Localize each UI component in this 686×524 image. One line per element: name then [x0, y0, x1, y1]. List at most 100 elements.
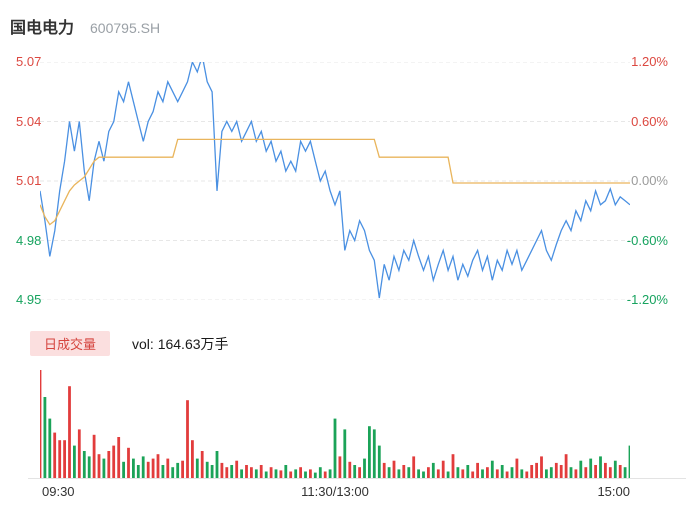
volume-bar [309, 469, 312, 478]
volume-bar [407, 467, 411, 478]
volume-bar [313, 472, 317, 478]
volume-bar [77, 429, 81, 478]
volume-bar [102, 458, 106, 478]
volume-bar [117, 437, 121, 478]
volume-bar [63, 440, 66, 478]
volume-bar [245, 465, 248, 478]
volume-bar [195, 458, 199, 478]
volume-bar [230, 465, 234, 478]
volume-bar [299, 467, 302, 478]
volume-bar [294, 469, 298, 478]
volume-bar [559, 465, 563, 478]
volume-bar [53, 432, 57, 478]
price-plot[interactable] [39, 55, 631, 301]
volume-bar [254, 469, 258, 478]
volume-bar [392, 460, 396, 478]
volume-bar [554, 462, 558, 478]
price-line [39, 55, 631, 299]
volume-bar [343, 429, 347, 478]
volume-bar [284, 465, 288, 478]
volume-bar [73, 445, 76, 478]
volume-bar [161, 465, 165, 478]
volume-bar [122, 461, 125, 478]
volume-bar [328, 469, 332, 478]
volume-bar [112, 445, 116, 478]
volume-bar [628, 445, 632, 478]
volume-bar [259, 465, 263, 478]
volume-bar [623, 467, 627, 478]
volume-bar [520, 469, 524, 478]
stock-code: 600795.SH [90, 20, 161, 36]
price-lines-svg [39, 55, 631, 301]
volume-bar [510, 467, 514, 478]
volume-bar [481, 469, 484, 478]
pct-tick-label: -1.20% [626, 292, 668, 307]
volume-bar [146, 461, 150, 478]
volume-bar [68, 386, 71, 478]
volume-bar [264, 471, 268, 478]
volume-bar [431, 462, 435, 478]
volume-bar [397, 469, 401, 478]
volume-bar [476, 462, 479, 478]
volume-value: vol: 164.63万手 [132, 335, 229, 352]
volume-bar [525, 471, 529, 478]
volume-bar [382, 462, 386, 478]
volume-bar [132, 458, 135, 478]
volume-bar [500, 465, 504, 478]
time-axis: 09:30 11:30/13:00 15:00 [40, 484, 630, 502]
volume-bar [250, 467, 253, 478]
volume-bar [574, 469, 578, 478]
volume-bar [377, 445, 381, 478]
volume-bar [151, 458, 155, 478]
volume-bar [599, 456, 602, 478]
volume-bar [215, 451, 219, 478]
volume-bar [348, 461, 352, 478]
volume-bar [171, 467, 175, 478]
time-label-midday: 11:30/13:00 [301, 484, 369, 499]
volume-bar [604, 462, 607, 478]
pct-tick-label: 0.00% [631, 173, 668, 188]
volume-bar [461, 469, 465, 478]
volume-bar [200, 451, 204, 478]
volume-bar [87, 456, 91, 478]
volume-bar [240, 469, 243, 478]
volume-bar [594, 465, 597, 478]
volume-bar [368, 426, 371, 478]
volume-bar [58, 440, 62, 478]
volume-bar [608, 467, 612, 478]
volume-bar [466, 465, 470, 478]
volume-bar [618, 465, 622, 478]
volume-bar [569, 467, 573, 478]
time-label-close: 15:00 [597, 484, 630, 499]
volume-bar [436, 469, 440, 478]
volume-tab[interactable]: 日成交量 [30, 331, 111, 356]
volume-bar [584, 467, 588, 478]
volume-bar [372, 429, 376, 478]
volume-bar [613, 460, 617, 478]
volume-bar [417, 469, 420, 478]
volume-bar [97, 454, 101, 478]
volume-bar [338, 456, 342, 478]
volume-plot[interactable] [38, 368, 632, 478]
volume-bar [515, 458, 519, 478]
volume-bar [274, 469, 278, 478]
volume-bar [48, 418, 52, 478]
volume-bar [451, 454, 455, 478]
volume-bar [318, 467, 322, 478]
volume-bar [363, 458, 366, 478]
volume-bar [564, 454, 568, 478]
volume-bar [141, 456, 145, 478]
volume-bar [43, 397, 47, 478]
volume-bar [549, 467, 553, 478]
volume-bar [402, 465, 406, 478]
volume-bar [176, 462, 180, 478]
volume-bar [191, 440, 194, 478]
volume-bar [220, 462, 224, 478]
volume-bar [540, 456, 543, 478]
volume-bar [136, 465, 140, 478]
volume-bar [323, 471, 327, 478]
volume-bar [269, 467, 273, 478]
volume-bar [589, 458, 593, 478]
volume-bars-svg [38, 370, 632, 478]
